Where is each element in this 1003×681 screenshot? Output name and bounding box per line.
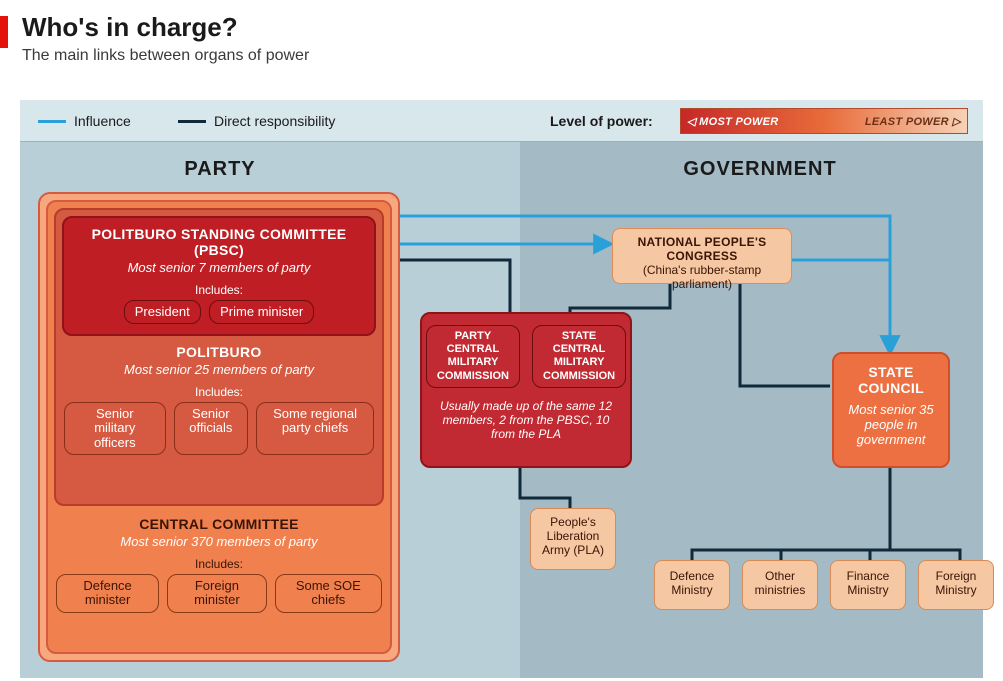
state-council: STATE COUNCIL Most senior 35 people in g… <box>832 352 950 468</box>
legend-direct: Direct responsibility <box>178 113 335 129</box>
header: Who's in charge? The main links between … <box>22 12 309 65</box>
pill-soe: Some SOE chiefs <box>275 574 382 613</box>
col-party-header: PARTY <box>40 158 400 181</box>
legend-direct-label: Direct responsibility <box>214 113 335 129</box>
pill-pm: Prime minister <box>209 300 314 324</box>
direct-swatch <box>178 120 206 123</box>
pill-mil-officers: Senior military officers <box>64 402 166 455</box>
pill-officials: Senior officials <box>174 402 249 455</box>
central-title: CENTRAL COMMITTEE <box>54 516 384 532</box>
pbsc-pills: President Prime minister <box>72 297 366 327</box>
pill-defence-min: Defence minister <box>56 574 159 613</box>
legend-scale-label: Level of power: <box>550 113 653 129</box>
legend-influence: Influence <box>38 113 131 129</box>
military-sub: Usually made up of the same 12 members, … <box>422 397 630 443</box>
pill-regional: Some regional party chiefs <box>256 402 374 455</box>
npc: NATIONAL PEOPLE'S CONGRESS (China's rubb… <box>612 228 792 284</box>
council-title: STATE COUNCIL <box>840 364 942 396</box>
party-cmc: PARTY CENTRAL MILITARY COMMISSION <box>426 325 520 388</box>
influence-swatch <box>38 120 66 123</box>
leaf-other: Other ministries <box>742 560 818 610</box>
politburo-includes-label: Includes: <box>62 385 376 399</box>
pill-president: President <box>124 300 201 324</box>
state-cmc: STATE CENTRAL MILITARY COMMISSION <box>532 325 626 388</box>
pill-foreign-min: Foreign minister <box>167 574 267 613</box>
pbsc-sub: Most senior 7 members of party <box>72 260 366 275</box>
page-subtitle: The main links between organs of power <box>22 47 309 65</box>
power-gradient: ◁ MOST POWER LEAST POWER ▷ <box>680 108 968 134</box>
scale-least-label: LEAST POWER ▷ <box>865 115 961 128</box>
politburo-pills: Senior military officers Senior official… <box>62 399 376 458</box>
npc-sub: (China's rubber-stamp parliament) <box>619 263 785 291</box>
central-content: CENTRAL COMMITTEE Most senior 370 member… <box>54 516 384 616</box>
accent-bar <box>0 16 8 48</box>
page-title: Who's in charge? <box>22 12 309 43</box>
legend-influence-label: Influence <box>74 113 131 129</box>
politburo-content: POLITBURO Most senior 25 members of part… <box>62 344 376 458</box>
pbsc-includes-label: Includes: <box>72 283 366 297</box>
council-sub: Most senior 35 people in government <box>840 402 942 447</box>
central-includes-label: Includes: <box>54 557 384 571</box>
leaf-foreign: Foreign Ministry <box>918 560 994 610</box>
leaf-finance: Finance Ministry <box>830 560 906 610</box>
pbsc: POLITBURO STANDING COMMITTEE (PBSC) Most… <box>62 216 376 336</box>
pla-leaf: People's Liberation Army (PLA) <box>530 508 616 570</box>
npc-title: NATIONAL PEOPLE'S CONGRESS <box>619 235 785 263</box>
scale-most-label: ◁ MOST POWER <box>687 115 779 128</box>
pbsc-title: POLITBURO STANDING COMMITTEE (PBSC) <box>72 226 366 258</box>
leaf-defence: Defence Ministry <box>654 560 730 610</box>
politburo-sub: Most senior 25 members of party <box>62 362 376 377</box>
central-sub: Most senior 370 members of party <box>54 534 384 549</box>
military-commission: PARTY CENTRAL MILITARY COMMISSION STATE … <box>420 312 632 468</box>
col-gov-header: GOVERNMENT <box>560 158 960 181</box>
politburo-title: POLITBURO <box>62 344 376 360</box>
central-pills: Defence minister Foreign minister Some S… <box>54 571 384 616</box>
